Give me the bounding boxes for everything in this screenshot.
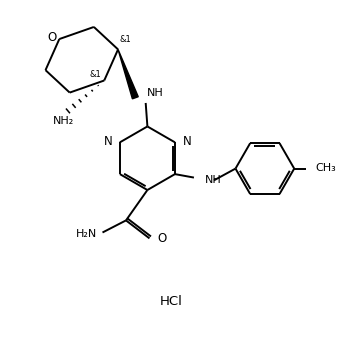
Text: HCl: HCl — [160, 295, 183, 308]
Text: CH₃: CH₃ — [315, 163, 336, 173]
Text: O: O — [157, 232, 166, 245]
Text: &1: &1 — [120, 35, 131, 44]
Text: N: N — [104, 135, 112, 148]
Text: &1: &1 — [90, 70, 101, 79]
Text: H₂N: H₂N — [76, 229, 97, 239]
Text: O: O — [47, 31, 56, 44]
Polygon shape — [118, 49, 138, 99]
Text: NH: NH — [147, 88, 164, 98]
Text: NH₂: NH₂ — [53, 116, 75, 126]
Text: NH: NH — [205, 176, 222, 185]
Text: N: N — [182, 135, 191, 148]
